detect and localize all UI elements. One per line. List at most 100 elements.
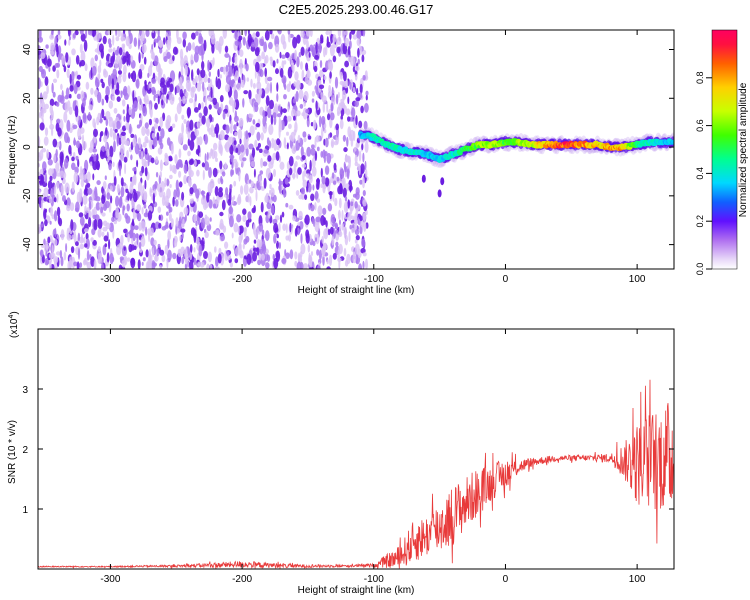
noise-speck: [307, 182, 312, 193]
noise-speck: [141, 126, 146, 137]
noise-speck: [215, 157, 218, 162]
noise-speck: [250, 160, 256, 168]
noise-speck: [189, 119, 194, 131]
noise-speck: [346, 136, 349, 147]
noise-speck: [322, 207, 327, 215]
noise-speck: [148, 248, 152, 261]
noise-speck: [351, 107, 356, 119]
noise-speck: [51, 253, 56, 258]
noise-speck: [99, 59, 102, 67]
noise-speck: [90, 87, 94, 95]
noise-speck: [86, 250, 90, 261]
noise-speck: [294, 161, 298, 168]
noise-speck: [82, 97, 86, 108]
noise-speck: [208, 199, 213, 209]
noise-speck: [59, 249, 63, 259]
noise-speck: [45, 244, 49, 250]
noise-speck: [159, 264, 163, 269]
noise-speck: [131, 70, 137, 83]
noise-speck: [365, 168, 368, 178]
noise-speck: [291, 108, 296, 118]
noise-speck: [180, 66, 184, 78]
noise-speck: [345, 201, 348, 212]
noise-speck: [133, 191, 138, 203]
tick-label: 0: [22, 144, 33, 150]
noise-speck: [91, 65, 97, 76]
noise-speck: [210, 32, 216, 40]
noise-speck: [248, 89, 252, 100]
noise-speck: [56, 118, 61, 124]
noise-speck: [57, 53, 61, 63]
noise-speck: [184, 64, 188, 77]
noise-speck: [39, 122, 45, 131]
tick-label: 40: [22, 44, 33, 56]
noise-speck: [233, 222, 239, 233]
noise-speck: [265, 262, 270, 269]
noise-speck: [200, 69, 206, 79]
noise-speck: [214, 126, 217, 134]
tick-label: 0: [503, 274, 509, 285]
noise-speck: [253, 205, 256, 213]
tick-label: -300: [100, 574, 120, 585]
noise-speck: [352, 66, 356, 73]
noise-speck: [327, 113, 331, 121]
noise-speck: [47, 180, 53, 190]
noise-speck: [163, 84, 167, 95]
tick: -200: [232, 329, 253, 585]
noise-speck: [245, 147, 249, 157]
noise-speck: [161, 195, 166, 206]
noise-speck: [168, 155, 173, 161]
noise-speck: [73, 83, 78, 95]
noise-speck: [54, 183, 57, 196]
noise-speck: [209, 263, 213, 269]
colorbar: 0.0 0.2 0.4 0.6 0.8 Normalized spectral ampl…: [695, 29, 749, 275]
noise-speck: [204, 231, 209, 239]
noise-speck: [250, 180, 254, 188]
noise-speck: [190, 227, 196, 236]
noise-speck: [84, 205, 87, 216]
noise-speck: [283, 187, 286, 198]
noise-speck: [247, 33, 252, 45]
noise-speck: [294, 251, 298, 260]
noise-speck: [364, 160, 367, 171]
noise-speck: [119, 256, 124, 261]
noise-speck: [194, 31, 199, 36]
noise-speck: [204, 202, 209, 209]
noise-speck: [260, 201, 264, 213]
noise-speck: [331, 172, 335, 179]
noise-speck: [72, 124, 78, 130]
noise-speck: [304, 76, 308, 84]
noise-speck: [189, 139, 195, 151]
noise-speck: [120, 131, 126, 136]
noise-speck: [207, 77, 211, 84]
noise-speck: [79, 192, 83, 203]
snr-plot-area: [38, 379, 674, 569]
noise-speck: [107, 38, 112, 45]
noise-speck: [104, 175, 107, 180]
noise-speck: [130, 133, 135, 138]
noise-speck: [256, 180, 259, 189]
noise-speck: [333, 162, 337, 171]
noise-speck: [202, 81, 205, 92]
noise-speck: [118, 47, 123, 56]
noise-speck: [91, 228, 96, 236]
noise-speck: [66, 234, 72, 241]
noise-speck: [324, 137, 329, 148]
noise-speck: [91, 189, 95, 202]
noise-speck: [194, 93, 197, 102]
noise-speck: [283, 137, 287, 149]
noise-speck: [310, 193, 315, 202]
noise-speck: [322, 254, 325, 266]
noise-speck: [203, 106, 208, 117]
noise-speck: [157, 125, 161, 132]
noise-speck: [51, 30, 54, 36]
noise-speck: [296, 261, 302, 269]
noise-speck: [336, 36, 342, 46]
noise-speck: [215, 40, 220, 51]
noise-speck: [43, 136, 49, 146]
noise-speck: [141, 191, 144, 197]
noise-speck: [340, 98, 345, 103]
noise-speck: [243, 90, 249, 95]
noise-speck: [320, 92, 324, 100]
noise-speck: [178, 181, 183, 188]
